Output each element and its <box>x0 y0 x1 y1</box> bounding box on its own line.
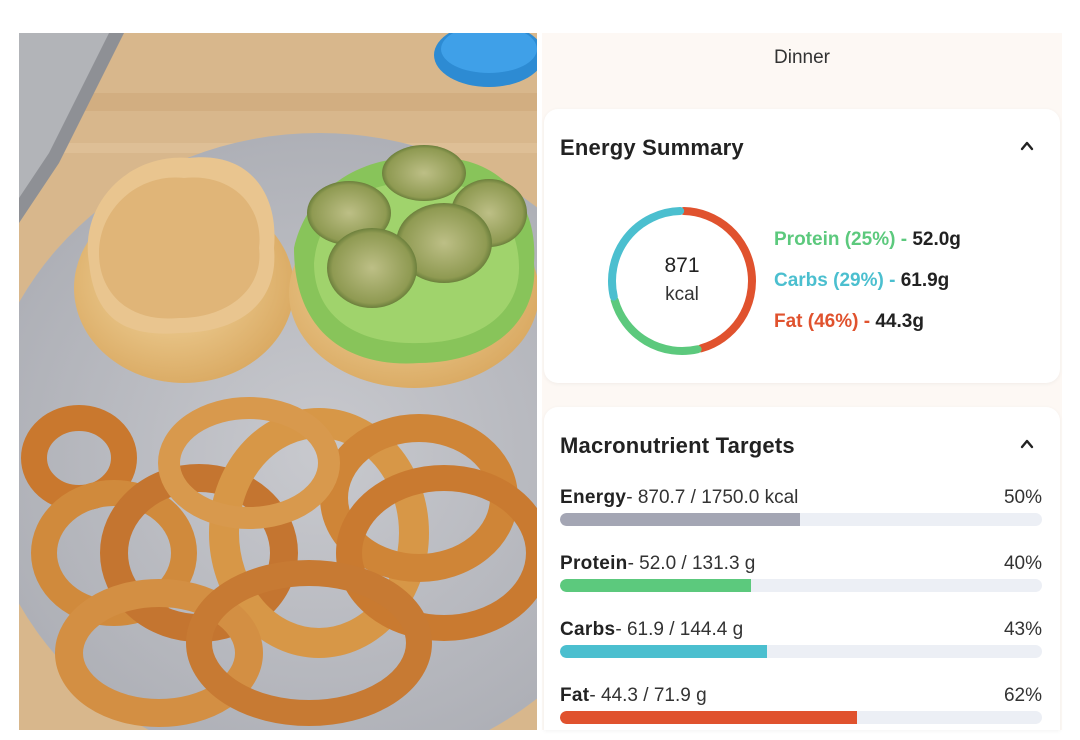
legend-protein: Protein (25%) - 52.0g <box>774 229 961 251</box>
target-values: - 44.3 / 71.9 g <box>589 685 707 706</box>
progress-track <box>560 579 1042 592</box>
legend-protein-label: Protein (25%) - <box>774 229 913 250</box>
legend-fat-amount: 44.3g <box>875 311 924 332</box>
target-energy: Energy- 870.7 / 1750.0 kcal 50% <box>560 487 1042 526</box>
target-fat: Fat- 44.3 / 71.9 g 62% <box>560 685 1042 724</box>
donut-center: 871 kcal <box>604 203 760 359</box>
target-carbs: Carbs- 61.9 / 144.4 g 43% <box>560 619 1042 658</box>
target-values: - 52.0 / 131.3 g <box>627 553 756 574</box>
calorie-unit: kcal <box>665 284 699 305</box>
chevron-up-icon[interactable] <box>1020 139 1034 153</box>
progress-fill <box>560 579 751 592</box>
target-percent: 50% <box>1003 487 1042 508</box>
donut-segment-protein <box>610 296 702 355</box>
meal-photo <box>19 33 537 730</box>
target-percent: 40% <box>1003 553 1042 574</box>
legend-carbs-label: Carbs (29%) - <box>774 270 901 291</box>
target-name: Fat <box>560 685 590 706</box>
legend-protein-amount: 52.0g <box>912 229 961 250</box>
legend-fat-label: Fat (46%) - <box>774 311 876 332</box>
progress-track <box>560 645 1042 658</box>
donut-segment-carbs <box>608 207 685 301</box>
target-values: - 870.7 / 1750.0 kcal <box>626 487 799 508</box>
target-values: - 61.9 / 144.4 g <box>615 619 744 640</box>
energy-summary-title: Energy Summary <box>560 135 744 160</box>
calorie-total: 871 <box>664 254 700 277</box>
progress-track <box>560 711 1042 724</box>
progress-fill <box>560 645 767 658</box>
legend-fat: Fat (46%) - 44.3g <box>774 311 924 333</box>
chevron-up-icon[interactable] <box>1020 437 1034 451</box>
macronutrient-targets-title: Macronutrient Targets <box>560 433 795 458</box>
nutrition-panel: Dinner Energy Summary 871 kcal Protein (… <box>542 33 1062 730</box>
legend-carbs-amount: 61.9g <box>900 270 950 291</box>
legend-carbs: Carbs (29%) - 61.9g <box>774 270 949 292</box>
progress-fill <box>560 711 857 724</box>
target-percent: 62% <box>1003 685 1042 706</box>
progress-fill <box>560 513 800 526</box>
donut-segment-fat <box>679 207 756 353</box>
target-name: Carbs <box>560 619 616 640</box>
target-name: Energy <box>560 487 627 508</box>
macro-donut-chart <box>608 207 756 355</box>
energy-summary-card: Energy Summary 871 kcal Protein (25%) - … <box>544 109 1060 383</box>
target-protein: Protein- 52.0 / 131.3 g 40% <box>560 553 1042 592</box>
target-name: Protein <box>560 553 628 574</box>
meal-title: Dinner <box>774 47 830 68</box>
macronutrient-targets-card: Macronutrient Targets Energy- 870.7 / 17… <box>544 407 1060 730</box>
target-percent: 43% <box>1003 619 1042 640</box>
progress-track <box>560 513 1042 526</box>
